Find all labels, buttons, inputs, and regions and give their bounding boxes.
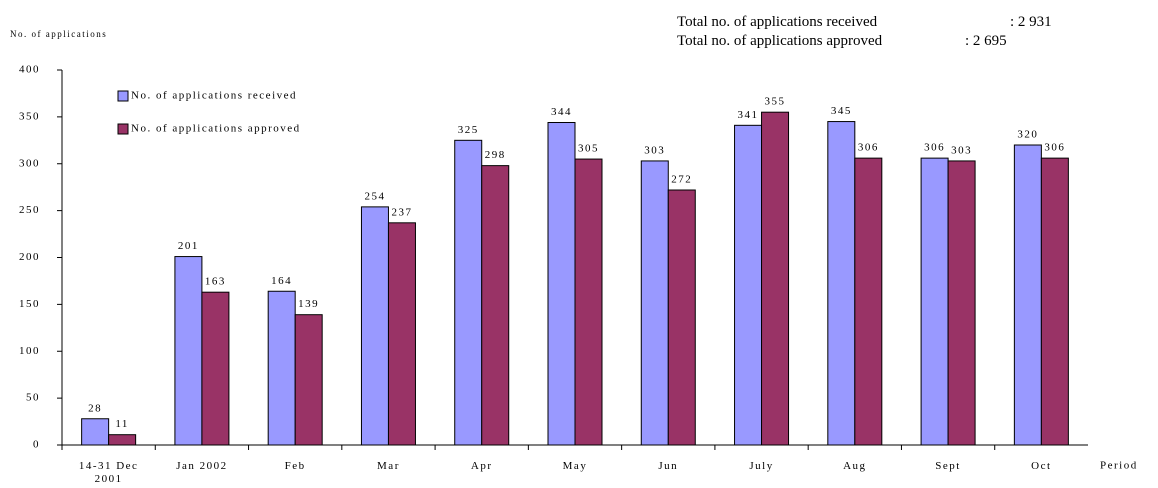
data-label: 163: [205, 276, 226, 288]
data-label: 325: [458, 124, 479, 136]
annotation: Total no. of applications approved : 2 69…: [677, 33, 1007, 50]
data-label: 306: [1044, 142, 1065, 154]
data-label: 341: [738, 109, 759, 121]
data-label: 344: [551, 106, 572, 118]
x-tick-label: Sept: [935, 460, 961, 472]
bar: [360, 206, 389, 446]
bar: [108, 434, 137, 446]
annotation-label: Total no. of applications approved: [677, 33, 883, 49]
bar: [1013, 144, 1042, 446]
bar: [81, 418, 110, 446]
bar: [827, 121, 856, 446]
y-tick-label: 100: [19, 345, 40, 357]
x-tick-label: Aug: [843, 460, 867, 472]
x-tick-label: Apr: [470, 460, 493, 472]
annotation: Total no. of applications received : 2 93…: [677, 14, 1052, 31]
y-tick-label: 0: [33, 439, 40, 451]
legend-label: No. of applications approved: [131, 123, 301, 135]
bar: [640, 160, 669, 446]
bar: [454, 139, 483, 446]
y-tick-label: 150: [19, 298, 40, 310]
data-label: 303: [951, 144, 972, 156]
data-label: 28: [88, 402, 102, 414]
bar: [201, 291, 230, 446]
data-label: 298: [485, 149, 506, 161]
y-axis-label: No. of applications: [10, 29, 107, 39]
bar: [267, 290, 296, 446]
x-tick-label: Mar: [377, 460, 400, 472]
y-tick-label: 250: [19, 204, 40, 216]
bar: [387, 222, 416, 446]
bar: [854, 157, 883, 446]
y-tick-label: 50: [26, 392, 40, 404]
data-label: 320: [1017, 129, 1038, 141]
bar: [481, 165, 510, 446]
bar: [174, 256, 203, 446]
bar: [947, 160, 976, 446]
bar: [1040, 157, 1069, 446]
data-label: 306: [858, 142, 879, 154]
data-label: 164: [271, 275, 292, 287]
annotation-value: : 2 931: [1010, 14, 1052, 30]
data-label: 201: [178, 240, 199, 252]
data-label: 272: [671, 174, 692, 186]
data-label: 139: [298, 298, 319, 310]
legend-swatch: [117, 90, 129, 102]
annotation-label: Total no. of applications received: [677, 14, 878, 30]
y-tick-label: 300: [19, 157, 40, 169]
bar: [734, 124, 763, 446]
data-label: 355: [765, 96, 786, 108]
y-tick-label: 400: [19, 64, 40, 76]
bar: [547, 122, 576, 446]
x-tick-label: Feb: [284, 460, 306, 472]
bar: [294, 314, 323, 446]
x-tick-label: Jan 2002: [176, 460, 228, 472]
data-label: 305: [578, 143, 599, 155]
legend-swatch: [117, 123, 129, 135]
legend-label: No. of applications received: [131, 90, 297, 102]
y-tick-label: 350: [19, 110, 40, 122]
bar: [667, 189, 696, 446]
annotation-value: : 2 695: [965, 33, 1007, 49]
y-tick-label: 200: [19, 251, 40, 263]
x-tick-label: May: [562, 460, 588, 472]
data-label: 237: [391, 206, 412, 218]
data-label: 11: [115, 418, 129, 430]
data-label: 254: [364, 190, 385, 202]
x-axis-label: Period: [1100, 460, 1138, 472]
bar: [761, 111, 790, 446]
x-tick-label: July: [749, 460, 774, 472]
x-tick-label: 14-31 Dec 2001: [78, 460, 139, 485]
x-tick-label: Jun: [658, 460, 679, 472]
x-tick-label: Oct: [1031, 460, 1052, 472]
data-label: 345: [831, 105, 852, 117]
data-label: 306: [924, 142, 945, 154]
bar: [920, 157, 949, 446]
bar: [574, 158, 603, 446]
data-label: 303: [644, 144, 665, 156]
